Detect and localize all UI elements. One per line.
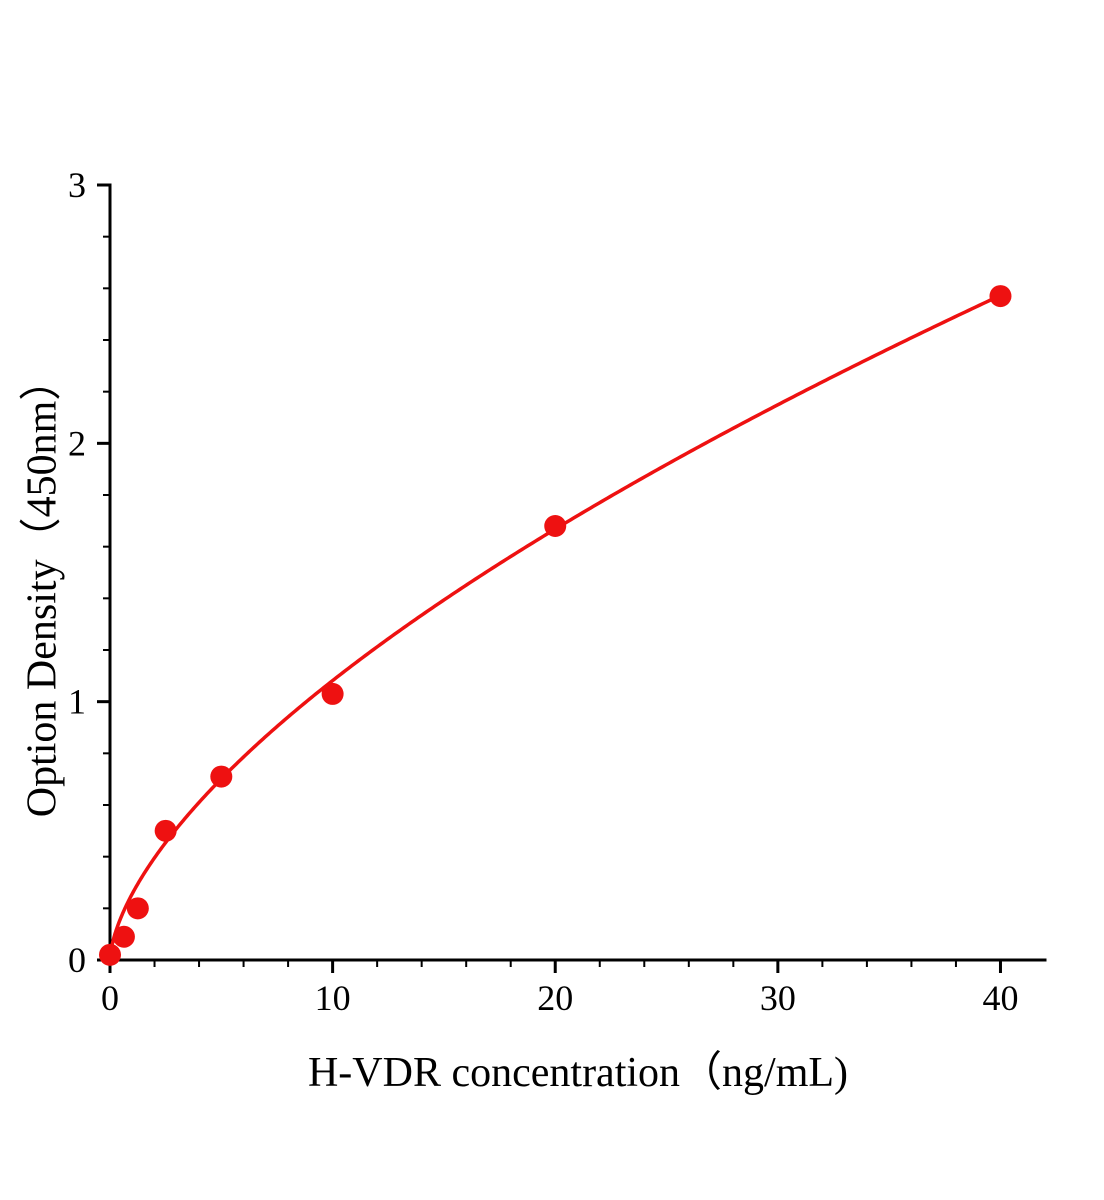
x-tick-label: 40 (982, 978, 1018, 1018)
data-point (210, 765, 233, 788)
y-tick-label: 1 (68, 682, 86, 722)
x-tick-label: 30 (760, 978, 796, 1018)
x-axis-title: H-VDR concentration（ng/mL) (307, 1050, 849, 1096)
data-point (99, 943, 121, 966)
data-point (321, 682, 344, 705)
y-tick-label: 3 (68, 165, 86, 205)
data-point (154, 819, 177, 842)
y-tick-label: 0 (68, 940, 86, 980)
x-tick-label: 20 (537, 978, 573, 1018)
x-tick-label: 10 (315, 978, 351, 1018)
y-tick-label: 2 (68, 423, 86, 463)
y-axis-title: Option Density（450nm） (19, 358, 66, 818)
x-tick-label: 0 (101, 978, 119, 1018)
data-point (544, 515, 567, 537)
data-point (112, 925, 135, 948)
fit-curve (108, 293, 1002, 961)
data-point (989, 285, 1012, 308)
data-point (126, 897, 149, 920)
